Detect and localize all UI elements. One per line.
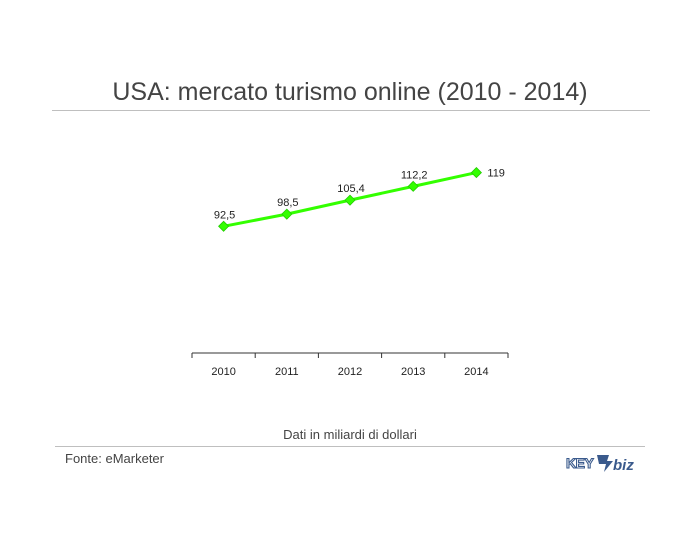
data-label: 92,5 [214,209,235,221]
data-label: 105,4 [337,183,365,195]
x-tick-label: 2011 [275,366,299,378]
x-tick-label: 2013 [401,366,425,378]
data-label: 119 [487,168,505,180]
data-point [470,167,482,179]
title-divider [52,110,650,111]
unit-note: Dati in miliardi di dollari [283,427,417,442]
chart-title: USA: mercato turismo online (2010 - 2014… [112,78,588,106]
data-label: 98,5 [277,197,298,209]
footer-divider [55,446,645,447]
line-chart: 2010 2011 2012 2013 2014 92,5 98,5 105,4 112,2 11… [191,167,509,378]
x-tick-label: 2012 [338,366,362,378]
data-point [218,220,230,232]
data-point [407,180,419,192]
data-label: 112,2 [401,169,428,181]
x-tick-label: 2014 [464,366,488,378]
svg-text:biz: biz [613,457,634,474]
svg-text:KEY: KEY [566,455,594,471]
data-point [281,208,293,220]
x-tick-label: 2010 [211,366,235,378]
data-point [344,194,356,206]
key4biz-logo: KEY biz [566,454,634,474]
source-label: Fonte: eMarketer [65,451,164,466]
